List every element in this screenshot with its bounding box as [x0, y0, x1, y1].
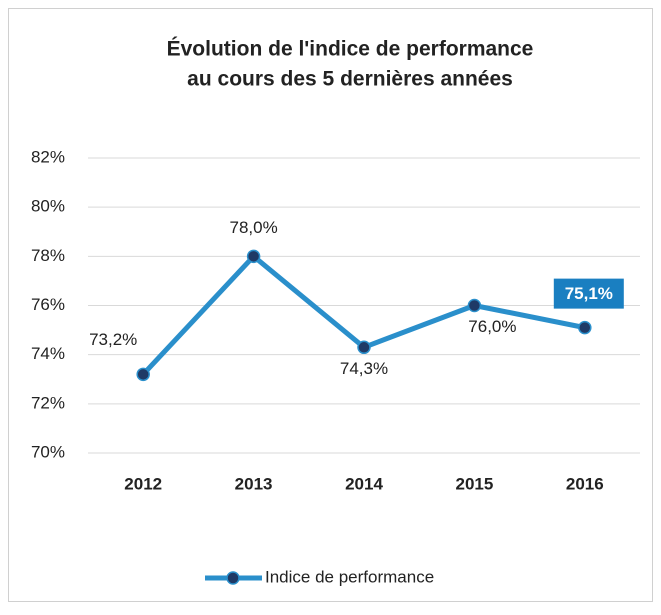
y-tick-label: 82% [31, 147, 65, 166]
x-tick-label: 2012 [124, 474, 162, 493]
chart-title: au cours des 5 dernières années [187, 68, 513, 91]
chart-title: Évolution de l'indice de performance [167, 38, 534, 61]
x-tick-label: 2013 [235, 474, 273, 493]
legend-marker [226, 571, 240, 585]
point [357, 340, 371, 355]
data-label: 78,0% [229, 218, 277, 237]
data-label: 74,3% [340, 359, 388, 378]
data-label: 76,0% [468, 317, 516, 336]
y-tick-label: 78% [31, 246, 65, 265]
legend-label: Indice de performance [265, 567, 434, 586]
point [136, 367, 150, 382]
y-tick-label: 76% [31, 295, 65, 314]
x-tick-label: 2015 [455, 474, 493, 493]
x-tick-label: 2014 [345, 474, 383, 493]
y-tick-label: 70% [31, 442, 65, 461]
point [467, 298, 482, 313]
point [578, 320, 592, 335]
y-tick-label: 74% [31, 344, 65, 363]
y-tick-label: 80% [31, 197, 65, 216]
data-label-box [553, 278, 624, 309]
data-label: 73,2% [89, 330, 137, 349]
y-tick-label: 72% [31, 393, 65, 412]
data-label: 75,1% [565, 284, 613, 303]
point [246, 249, 261, 264]
x-tick-label: 2016 [566, 474, 604, 493]
